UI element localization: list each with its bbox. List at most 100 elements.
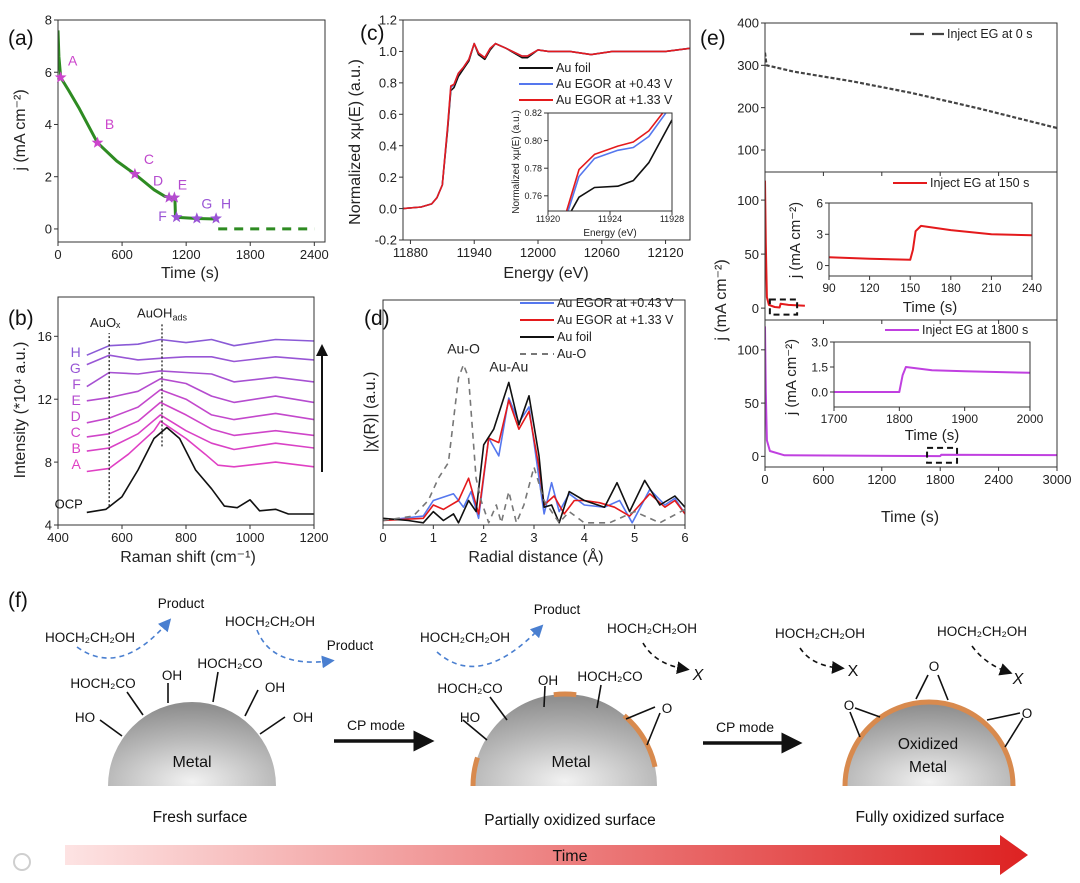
- stage-label-full: Fully oxidized surface: [855, 809, 1004, 826]
- y-tick-label: 0.4: [379, 138, 397, 153]
- reference-label: AuOHads: [137, 306, 187, 323]
- bond-line: [126, 691, 144, 716]
- metal-label: Metal: [909, 759, 947, 776]
- star-marker-icon: [91, 136, 104, 148]
- y-tick-label: 3.0: [811, 335, 828, 349]
- plot-frame: [547, 112, 673, 212]
- chart-e_bot_inset: 1700 1800 1900 2000 0.0 1.5 3.0 Time (s) j (mA c…: [783, 335, 1044, 444]
- blocked-path-arrow-icon: [642, 642, 690, 674]
- x-axis-label: Time (s): [905, 427, 959, 444]
- legend-label: Au-O: [557, 347, 586, 361]
- series-line-e_bot-0: [765, 326, 1057, 458]
- chart-e_mid_inset: 90 120 150 180 210 240 0 3 6 Time (s) j (mA cm⁻²): [787, 196, 1042, 316]
- oxidation-path-arrow-icon: [436, 624, 544, 668]
- y-tick-label: 100: [737, 143, 759, 158]
- time-label: Time: [553, 848, 588, 865]
- legend-label: Inject EG at 150 s: [930, 176, 1029, 190]
- y-axis-label: Normalized xμ(E) (a.u.): [347, 59, 364, 225]
- product-label: Product: [158, 596, 205, 611]
- series-line-b-8: [86, 338, 314, 356]
- adsorbate-label: OH: [162, 668, 182, 683]
- y-tick-label: 0.2: [379, 170, 397, 185]
- series-group: [765, 326, 1057, 458]
- legend-label: Au EGOR at +0.43 V: [557, 296, 674, 310]
- ethylene-glycol-label: HOCH₂CH₂OH: [420, 630, 510, 645]
- y-tick-label: 400: [737, 16, 759, 31]
- x-tick-label: 1200: [300, 530, 329, 545]
- watermark-logo-icon: [13, 853, 31, 871]
- spectrum-label: OCP: [55, 496, 83, 511]
- adsorbate-label: HOCH₂CO: [197, 656, 262, 671]
- x-tick-label: 3: [530, 530, 537, 545]
- x-tick-label: 12060: [584, 245, 620, 260]
- marker-label: A: [68, 52, 78, 68]
- plot-frame: [764, 22, 1058, 173]
- series-line-c_inset-2: [565, 113, 664, 211]
- bond-line: [259, 716, 286, 735]
- series-line-b-6: [86, 370, 314, 388]
- series-line-e_mid-0: [765, 180, 805, 309]
- plot-frame: [382, 299, 686, 526]
- stage-label-fresh: Fresh surface: [153, 809, 248, 826]
- marker-label: D: [153, 173, 163, 189]
- plot-frame: [833, 341, 1031, 408]
- y-tick-label: 0.78: [524, 163, 542, 173]
- inset-background: [834, 342, 1030, 407]
- series-line-b-2: [86, 414, 314, 452]
- marker-label: B: [105, 116, 114, 132]
- cp-mode-label: CP mode: [347, 717, 405, 733]
- panel-label-c: (c): [360, 22, 385, 45]
- x-axis-label: Time (s): [881, 509, 939, 526]
- series-line-a-0: [58, 30, 217, 221]
- adsorbate-label: HOCH₂CO: [577, 669, 642, 684]
- y-tick-label: 0.0: [379, 201, 397, 216]
- marker-label: H: [221, 195, 231, 211]
- adsorbate-label: OH: [293, 710, 313, 725]
- ethylene-glycol-label: HOCH₂CH₂OH: [937, 624, 1027, 639]
- bond-line: [99, 719, 123, 737]
- series-line-d-1: [383, 399, 685, 522]
- x-tick-label: 11928: [660, 214, 684, 224]
- star-marker-icon: [129, 167, 141, 180]
- x-tick-label: 210: [981, 281, 1001, 295]
- x-tick-label: 2: [480, 530, 487, 545]
- y-axis-label: j (mA cm⁻²): [783, 339, 800, 416]
- spectrum-label: H: [71, 344, 81, 360]
- x-tick-label: 600: [111, 530, 133, 545]
- x-tick-label: 1800: [236, 247, 265, 262]
- y-tick-label: 16: [38, 329, 52, 344]
- y-tick-label: 2: [45, 169, 52, 184]
- oxidation-path-arrow-icon: [76, 618, 172, 659]
- oxygen-label: O: [844, 698, 855, 713]
- star-marker-icon: [210, 212, 222, 224]
- x-axis-label: Radial distance (Å): [468, 547, 603, 566]
- legend-label: Au EGOR at +0.43 V: [556, 77, 673, 91]
- y-tick-label: 8: [45, 455, 52, 470]
- metal-particle-partial: [473, 694, 657, 786]
- y-tick-label: 6: [816, 196, 823, 210]
- ethylene-glycol-label: HOCH₂CH₂OH: [775, 626, 865, 641]
- x-tick-label: 11924: [598, 214, 622, 224]
- series-group: [765, 52, 1057, 130]
- x-axis-label: Raman shift (cm⁻¹): [120, 549, 256, 566]
- y-tick-label: 4: [45, 117, 52, 132]
- x-tick-label: 240: [1022, 281, 1042, 295]
- x-tick-label: 12000: [520, 245, 556, 260]
- oxygen-label: O: [929, 659, 940, 674]
- marker-label: G: [201, 195, 212, 211]
- y-tick-label: 0.6: [379, 107, 397, 122]
- legend-label: Au foil: [557, 330, 592, 344]
- series-group: [765, 180, 805, 309]
- metal-label: Metal: [551, 754, 590, 771]
- y-tick-label: 0.82: [524, 108, 542, 118]
- inset-background: [829, 203, 1032, 276]
- y-tick-label: 100: [737, 193, 759, 208]
- y-tick-label: 50: [745, 247, 759, 262]
- y-axis-label: j (mA cm⁻²): [12, 89, 29, 171]
- star-marker-icon: [163, 191, 175, 203]
- spectrum-label: B: [71, 440, 80, 456]
- reference-label: AuOₓ: [90, 315, 121, 330]
- adsorbate-label: HO: [75, 710, 95, 725]
- x-tick-label: 1000: [236, 530, 265, 545]
- legend-label: Au EGOR at +1.33 V: [557, 313, 674, 327]
